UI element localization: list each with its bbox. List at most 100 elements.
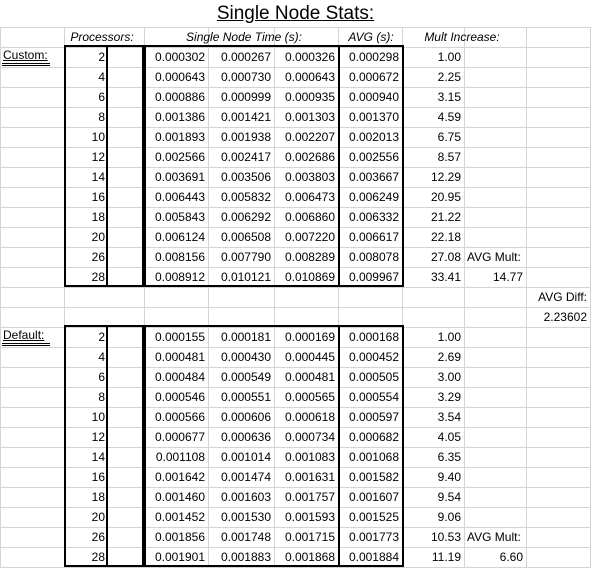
custom-cell-t2: 0.005832 bbox=[220, 190, 271, 204]
custom-cell-t3: 0.001303 bbox=[284, 110, 335, 124]
custom-cell-avg: 0.009967 bbox=[348, 270, 399, 284]
default-cell-avg: 0.001884 bbox=[348, 550, 399, 564]
default-cell-avg: 0.000597 bbox=[348, 410, 399, 424]
custom-cell-p: 12 bbox=[91, 150, 105, 164]
grid-column-line bbox=[526, 27, 527, 567]
grid-row-line bbox=[0, 387, 591, 388]
default-cell-t1: 0.001452 bbox=[154, 510, 205, 524]
custom-cell-t1: 0.008912 bbox=[154, 270, 205, 284]
grid-row-line bbox=[0, 147, 591, 148]
grid-column-line bbox=[338, 27, 339, 567]
default-cell-mult: 4.05 bbox=[437, 430, 461, 444]
custom-cell-avg: 0.003667 bbox=[348, 170, 399, 184]
grid-row-line bbox=[0, 67, 591, 68]
custom-cell-p: 10 bbox=[91, 130, 105, 144]
grid-row-line bbox=[0, 467, 591, 468]
default-cell-t1: 0.000546 bbox=[154, 390, 205, 404]
default-cell-avg: 0.000682 bbox=[348, 430, 399, 444]
default-cell-t2: 0.000181 bbox=[220, 330, 271, 344]
custom-cell-t2: 0.000999 bbox=[220, 90, 271, 104]
default-cell-t2: 0.000636 bbox=[220, 430, 271, 444]
custom-cell-p: 8 bbox=[98, 110, 105, 124]
default-label-double-underline bbox=[2, 343, 50, 346]
grid-row-line bbox=[0, 267, 591, 268]
custom-cell-avg: 0.008078 bbox=[348, 250, 399, 264]
custom-cell-t3: 0.010869 bbox=[284, 270, 335, 284]
default-cell-avg: 0.000505 bbox=[348, 370, 399, 384]
custom-cell-p: 14 bbox=[91, 170, 105, 184]
default-cell-t2: 0.000430 bbox=[220, 350, 271, 364]
custom-cell-t3: 0.008289 bbox=[284, 250, 335, 264]
custom-cell-p: 6 bbox=[98, 90, 105, 104]
grid-row-line bbox=[0, 407, 591, 408]
custom-cell-t1: 0.000886 bbox=[154, 90, 205, 104]
grid-row-line bbox=[0, 207, 591, 208]
default-cell-mult: 11.19 bbox=[431, 550, 461, 564]
default-cell-t1: 0.000677 bbox=[154, 430, 205, 444]
custom-cell-t2: 0.001938 bbox=[220, 130, 271, 144]
custom-cell-t2: 0.003506 bbox=[220, 170, 271, 184]
custom-cell-t1: 0.005843 bbox=[154, 210, 205, 224]
grid-column-line bbox=[208, 27, 209, 567]
custom-cell-t1: 0.006443 bbox=[154, 190, 205, 204]
header-single-node-time: Single Node Time (s): bbox=[186, 30, 302, 44]
custom-cell-mult: 22.18 bbox=[430, 230, 461, 244]
default-cell-t1: 0.000484 bbox=[154, 370, 205, 384]
default-cell-p: 12 bbox=[91, 430, 105, 444]
default-cell-t1: 0.000155 bbox=[154, 330, 205, 344]
grid-row-line bbox=[0, 127, 591, 128]
custom-cell-t2: 0.000730 bbox=[220, 70, 271, 84]
custom-cell-t1: 0.002566 bbox=[154, 150, 205, 164]
default-avg-divider bbox=[338, 325, 340, 567]
default-cell-t1: 0.001108 bbox=[155, 450, 205, 464]
custom-section-label: Custom: bbox=[3, 48, 48, 62]
custom-cell-p: 20 bbox=[91, 230, 105, 244]
default-cell-avg: 0.000168 bbox=[348, 330, 399, 344]
custom-cell-avg: 0.000940 bbox=[348, 90, 399, 104]
default-cell-t2: 0.001474 bbox=[220, 470, 271, 484]
custom-cell-p: 28 bbox=[91, 270, 105, 284]
grid-row-line bbox=[0, 447, 591, 448]
grid-row-line bbox=[0, 487, 591, 488]
default-cell-t3: 0.000445 bbox=[284, 350, 335, 364]
custom-cell-mult: 3.15 bbox=[437, 90, 461, 104]
default-cell-mult: 10.53 bbox=[430, 530, 461, 544]
default-cell-t1: 0.001901 bbox=[154, 550, 205, 564]
default-cell-mult: 3.54 bbox=[437, 410, 461, 424]
custom-cell-t3: 0.007220 bbox=[284, 230, 335, 244]
custom-cell-t3: 0.002207 bbox=[284, 130, 335, 144]
grid-row-line bbox=[0, 427, 591, 428]
default-cell-t3: 0.001757 bbox=[284, 490, 335, 504]
custom-cell-t2: 0.010121 bbox=[220, 270, 271, 284]
custom-cell-avg: 0.000298 bbox=[348, 50, 399, 64]
default-cell-t3: 0.000734 bbox=[284, 430, 335, 444]
default-cell-p: 10 bbox=[91, 410, 105, 424]
default-cell-t2: 0.001530 bbox=[220, 510, 271, 524]
default-cell-t2: 0.000549 bbox=[220, 370, 271, 384]
custom-cell-t2: 0.007790 bbox=[220, 250, 271, 264]
custom-cell-t1: 0.001893 bbox=[154, 130, 205, 144]
default-cell-t2: 0.001014 bbox=[220, 450, 271, 464]
default-cell-t3: 0.001083 bbox=[284, 450, 335, 464]
default-cell-t2: 0.000551 bbox=[220, 390, 271, 404]
custom-cell-t1: 0.006124 bbox=[154, 230, 205, 244]
grid-column-line bbox=[274, 27, 275, 567]
custom-cell-t2: 0.002417 bbox=[220, 150, 271, 164]
custom-cell-avg: 0.006249 bbox=[348, 190, 399, 204]
default-cell-p: 18 bbox=[91, 490, 105, 504]
grid-row-line bbox=[0, 287, 591, 288]
custom-cell-p: 2 bbox=[98, 50, 105, 64]
avg-diff-value: 2.23602 bbox=[543, 310, 587, 324]
header-processors: Processors: bbox=[70, 30, 134, 44]
default-cell-t2: 0.001748 bbox=[220, 530, 271, 544]
default-cell-t1: 0.001460 bbox=[154, 490, 205, 504]
grid-row-line bbox=[0, 187, 591, 188]
default-cell-avg: 0.001068 bbox=[348, 450, 399, 464]
default-cell-p: 2 bbox=[98, 330, 105, 344]
grid-column-line bbox=[0, 27, 1, 567]
custom-cell-mult: 27.08 bbox=[430, 250, 461, 264]
grid-column-line bbox=[402, 27, 403, 567]
custom-cell-avg: 0.002556 bbox=[348, 150, 399, 164]
custom-cell-t3: 0.000326 bbox=[284, 50, 335, 64]
